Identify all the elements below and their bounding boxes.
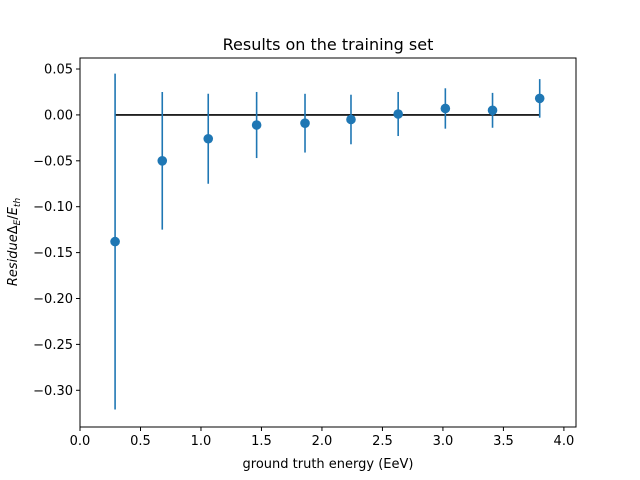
x-tick-label: 2.5	[372, 434, 393, 449]
y-axis: 0.05 0.00 −0.05 −0.10 −0.15 −0.20 −0.25 −0.30	[33, 63, 80, 399]
x-tick-label: 0.5	[130, 434, 151, 449]
data-point	[440, 103, 451, 114]
y-axis-label-delta-sub: E	[13, 219, 23, 225]
y-tick-label: 0.05	[44, 63, 73, 78]
y-axis-label-slash: /	[6, 215, 21, 220]
y-axis-label-e-sub: th	[13, 198, 23, 208]
data-point	[157, 156, 168, 166]
x-tick-label: 2.0	[312, 434, 333, 449]
x-axis-label: ground truth energy (EeV)	[243, 457, 414, 472]
y-tick-label: −0.20	[33, 292, 73, 307]
chart-title: Results on the training set	[223, 35, 434, 54]
y-tick-label: −0.10	[33, 200, 73, 215]
y-tick-label: −0.25	[33, 338, 73, 353]
x-tick-label: 0.0	[70, 434, 91, 449]
x-tick-label: 1.5	[251, 434, 272, 449]
y-axis-label-main: Residue	[6, 234, 21, 286]
y-tick-label: −0.30	[33, 384, 73, 399]
plot-frame	[79, 57, 577, 428]
x-tick-label: 4.0	[554, 434, 575, 449]
plot-area	[80, 58, 576, 427]
data-point	[393, 109, 403, 119]
data-point	[346, 114, 356, 125]
x-tick-label: 1.0	[191, 434, 212, 449]
data-point	[203, 133, 214, 144]
data-point	[487, 105, 498, 116]
y-tick-label: 0.00	[44, 108, 73, 123]
data-series	[110, 73, 545, 410]
y-axis-label: ResidueΔE/Eth	[6, 198, 23, 287]
data-point	[251, 120, 262, 130]
y-tick-label: −0.05	[33, 154, 73, 169]
data-point	[534, 93, 545, 104]
x-tick-label: 3.0	[433, 434, 454, 449]
x-tick-label: 3.5	[493, 434, 514, 449]
y-axis-label-delta: Δ	[6, 225, 21, 234]
data-point	[300, 118, 310, 128]
y-tick-label: −0.15	[33, 246, 73, 261]
y-axis-label-e: E	[6, 206, 21, 215]
data-point	[110, 236, 120, 247]
x-axis: 0.0 0.5 1.0 1.5 2.0 2.5 3.0 3.5 4.0	[70, 427, 575, 449]
